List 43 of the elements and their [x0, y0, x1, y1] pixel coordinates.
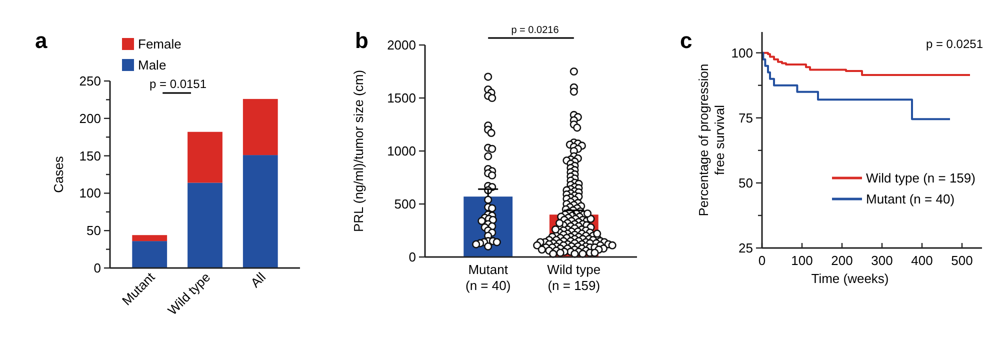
- bar: [242, 98, 278, 156]
- chart-title: b: [355, 28, 368, 53]
- x-axis-title: Time (weeks): [811, 271, 889, 286]
- x-tick-label: Mutant (n = 40): [466, 262, 511, 293]
- legend-label: Male: [138, 58, 166, 72]
- y-tick-label: 100: [79, 186, 101, 201]
- bar: [188, 132, 222, 183]
- legend-label: Mutant (n = 40): [866, 192, 955, 206]
- text: p = 0.0216: [511, 25, 560, 36]
- legend-label: Female: [138, 36, 182, 52]
- y-tick-label: 2000: [387, 38, 416, 52]
- x-tick-label: Wild type: [164, 270, 214, 318]
- y-tick-label: 1000: [387, 144, 416, 158]
- y-tick-label: 50: [86, 223, 101, 238]
- x-tick-label: All: [248, 269, 269, 290]
- legend-label: Wild type (n = 159): [866, 170, 976, 186]
- x-tick-label: Wild type (n = 159): [547, 262, 601, 293]
- y-tick-label: 500: [394, 196, 416, 212]
- annotation: p = 0.0251: [926, 37, 984, 51]
- chart-title: a: [35, 28, 48, 53]
- y-tick-label: 100: [731, 45, 753, 60]
- y-tick-label: 250: [79, 74, 101, 88]
- y-tick-label: 75: [738, 110, 753, 126]
- x-tick-label: 500: [951, 253, 973, 268]
- y-tick-label: 1500: [387, 90, 416, 106]
- bar: [188, 182, 222, 268]
- y-axis-title: Cases: [51, 156, 66, 193]
- y-axis-title: Percentage of progression free survival: [696, 64, 727, 216]
- y-tick-label: 200: [79, 110, 101, 126]
- bar: [132, 235, 168, 242]
- y-tick-label: 150: [79, 148, 101, 164]
- x-tick-label: 100: [791, 253, 813, 268]
- x-tick-label: 0: [758, 253, 766, 268]
- x-tick-label: 300: [871, 253, 893, 268]
- x-tick-label: 400: [911, 253, 933, 268]
- chart-title: c: [680, 28, 692, 53]
- x-tick-label: 200: [831, 253, 853, 268]
- y-tick-label: 25: [738, 240, 753, 256]
- annotation: p = 0.0151: [149, 77, 207, 91]
- y-axis-title: PRL (ng/ml)/tumor size (cm): [351, 70, 366, 232]
- bar: [242, 155, 278, 268]
- bar: [132, 241, 168, 268]
- y-tick-label: 50: [738, 175, 753, 190]
